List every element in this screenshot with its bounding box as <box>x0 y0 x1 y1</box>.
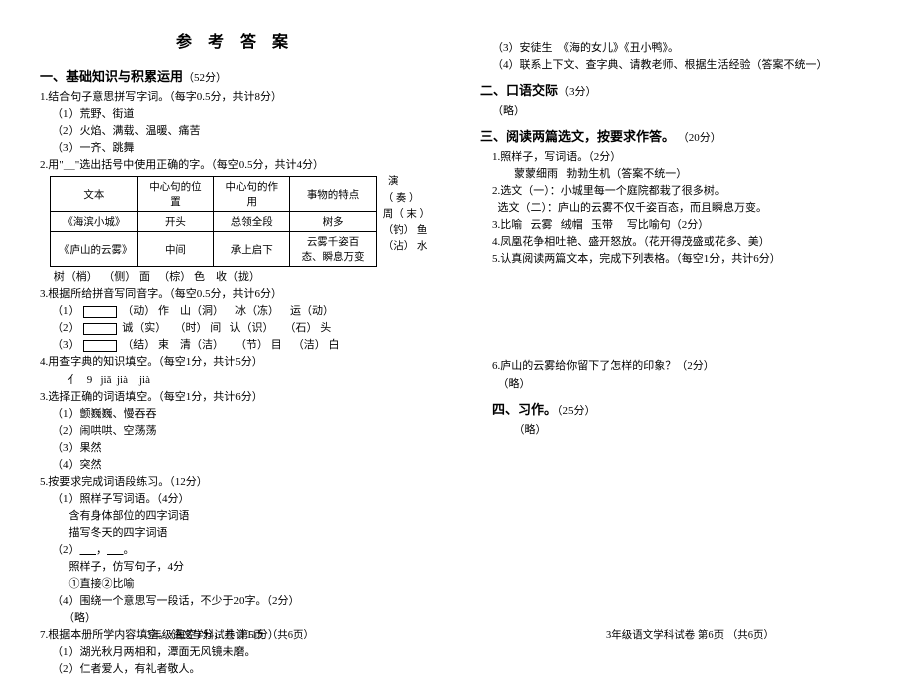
r1c1: 《海滨小城》 <box>51 212 138 232</box>
q5-a3: （3）果然 <box>40 440 430 457</box>
q7-a1: （1）湖光秋月两相和，潭面无风镜未磨。 <box>40 644 430 661</box>
q6-p2b: ①直接②比喻 <box>40 576 430 593</box>
q3-l1a: （动） 作 <box>122 305 169 317</box>
q3-l2d: （石） 头 <box>285 322 332 334</box>
q6-p2: （2） 。 <box>40 542 430 559</box>
r1c3: 总领全段 <box>214 212 290 232</box>
q5-a2: （2）闹哄哄、空荡荡 <box>40 423 430 440</box>
s4-points: （25分） <box>557 405 596 417</box>
q3-l2: （2） 诚（实） （时） 间 认（识） （石） 头 <box>40 320 430 337</box>
s3-q4: 4.凤凰花争相吐艳、盛开怒放。（花开得茂盛或花多、美） <box>480 234 880 251</box>
left-column: 参 考 答 案 一、基础知识与积累运用（52分） 1.结合句子意思拼写字词。（每… <box>0 0 460 650</box>
q3-l2c: 认（识） <box>230 322 274 334</box>
q3-l1: （1） （动） 作 山（洞） 冰（冻） 运（动） <box>40 303 430 320</box>
q6-p1b: 描写冬天的四字词语 <box>40 525 430 542</box>
section-3-head: 三、阅读两篇选文，按要求作答。 （20分） <box>480 126 880 145</box>
q3-l1c: 冰（冻） <box>235 305 279 317</box>
th2: 中心句的位置 <box>137 177 213 212</box>
blank-box <box>83 340 117 352</box>
s4-head: 四、习作。 <box>492 402 557 417</box>
r1c2: 开头 <box>137 212 213 232</box>
q5-stem: 3.选择正确的词语填空。（每空1分，共计6分） <box>40 389 430 406</box>
c2-l2: （4）联系上下文、查字典、请教老师、根据生活经验（答案不统一） <box>480 57 880 74</box>
s2-a: （略） <box>480 103 880 120</box>
s3-q6a: （略） <box>480 376 880 393</box>
q6-comma <box>96 544 107 556</box>
r1c4: 树多 <box>290 212 376 232</box>
th4: 事物的特点 <box>290 177 376 212</box>
s4-a: （略） <box>480 422 880 439</box>
s3-q3: 3.比喻 云雾 绒帽 玉带 写比喻句（2分） <box>480 217 880 234</box>
q6-p2a: 照样子，仿写句子，4分 <box>40 559 430 576</box>
section-4-head: 四、习作。（25分） <box>480 399 880 418</box>
section-2-head: 二、口语交际（3分） <box>480 80 880 99</box>
q5-a4: （4）突然 <box>40 457 430 474</box>
q1-a1: （1）荒野、街道 <box>40 106 430 123</box>
r2c4: 云雾千姿百态、瞬息万变 <box>290 232 376 267</box>
s1-head: 一、基础知识与积累运用 <box>40 69 183 84</box>
r2c1: 《庐山的云雾》 <box>51 232 138 267</box>
q1-a3: （3）一齐、跳舞 <box>40 140 430 157</box>
th3: 中心句的作用 <box>214 177 290 212</box>
q3-stem: 3.根据所给拼音写同音字。（每空0.5分，共计6分） <box>40 286 430 303</box>
q6-p3: （4）围绕一个意思写一段话，不少于20字。（2分） <box>40 593 430 610</box>
q2-table: 文本 中心句的位置 中心句的作用 事物的特点 《海滨小城》 开头 总领全段 树多… <box>50 176 377 267</box>
q6-p3a: （略） <box>40 610 430 627</box>
s3-q5: 5.认真阅读两篇文本，完成下列表格。（每空1分，共计6分） <box>480 251 880 268</box>
q3-l3d: （洁） 白 <box>293 339 340 351</box>
s2-head: 二、口语交际 <box>480 83 558 98</box>
q1-stem: 1.结合句子意思拼写字词。（每字0.5分，共计8分） <box>40 89 430 106</box>
q3-l3: （3） （结） 束 清（洁） （节） 目 （洁） 白 <box>40 337 430 354</box>
q5-a1: （1）颤巍巍、慢吞吞 <box>40 406 430 423</box>
blank-box <box>83 323 117 335</box>
q1-a2: （2）火焰、满载、温暖、痛苦 <box>40 123 430 140</box>
right-column: （3）安徒生 《海的女儿》《丑小鸭》。 （4）联系上下文、查字典、请教老师、根据… <box>460 0 920 650</box>
s3-head: 三、阅读两篇选文，按要求作答。 <box>480 129 675 144</box>
q3-l1b: 山（洞） <box>180 305 224 317</box>
q4-stem: 4.用查字典的知识填空。（每空1分，共计5分） <box>40 354 430 371</box>
s3-q1a: 蒙蒙细雨 勃勃生机（答案不统一） <box>480 166 880 183</box>
q3-l2b: （时） 间 <box>175 322 222 334</box>
page-title: 参 考 答 案 <box>40 28 430 52</box>
q4-a: 亻 9 jiǎ jià jià <box>40 372 430 389</box>
q6-p2-lbl: （2） <box>52 544 80 556</box>
q2-side: 演 （ 奏 ） 周（ 末 ） （钓） 鱼 （沾） 水 <box>383 174 430 255</box>
r2c2: 中间 <box>137 232 213 267</box>
q6-blank1 <box>80 544 97 556</box>
section-1-head: 一、基础知识与积累运用（52分） <box>40 66 430 85</box>
blank-box <box>83 306 117 318</box>
s1-points: （52分） <box>183 72 227 84</box>
q6-p1a: 含有身体部位的四字词语 <box>40 508 430 525</box>
s3-points: （20分） <box>678 132 722 144</box>
q3-l1d: 运（动） <box>290 305 334 317</box>
q3-l3c: （节） 目 <box>235 339 282 351</box>
q6-p1: （1）照样子写词语。（4分） <box>40 491 430 508</box>
th1: 文本 <box>51 177 138 212</box>
q6-stem: 5.按要求完成词语段练习。（12分） <box>40 474 430 491</box>
q2-stem: 2.用"＿"选出括号中使用正确的字。（每空0.5分，共计4分） <box>40 157 430 174</box>
footer-left: 3年级语文学科试卷 第5页 （共6页） <box>0 627 460 642</box>
q3-l3a: （结） 束 <box>122 339 169 351</box>
q6-blank2 <box>107 544 124 556</box>
s2-points: （3分） <box>558 86 597 98</box>
s3-q1: 1.照样子，写词语。（2分） <box>480 149 880 166</box>
c2-l1: （3）安徒生 《海的女儿》《丑小鸭》。 <box>480 40 880 57</box>
s3-q2a: 2.选文（一）：小城里每一个庭院都栽了很多树。 <box>480 183 880 200</box>
s3-q2b: 选文（二）：庐山的云雾不仅千姿百态，而且瞬息万变。 <box>480 200 880 217</box>
r2c3: 承上启下 <box>214 232 290 267</box>
q3-l2a: 诚（实） <box>122 322 166 334</box>
q2-extra: 树（梢） （侧） 面 （棕） 色 收（拢） <box>40 269 430 286</box>
q7-a2: （2）仁者爱人，有礼者敬人。 <box>40 661 430 678</box>
s3-q6: 6.庐山的云雾给你留下了怎样的印象？（2分） <box>480 358 880 375</box>
q3-l3b: 清（洁） <box>180 339 224 351</box>
footer-right: 3年级语文学科试卷 第6页 （共6页） <box>460 627 920 642</box>
